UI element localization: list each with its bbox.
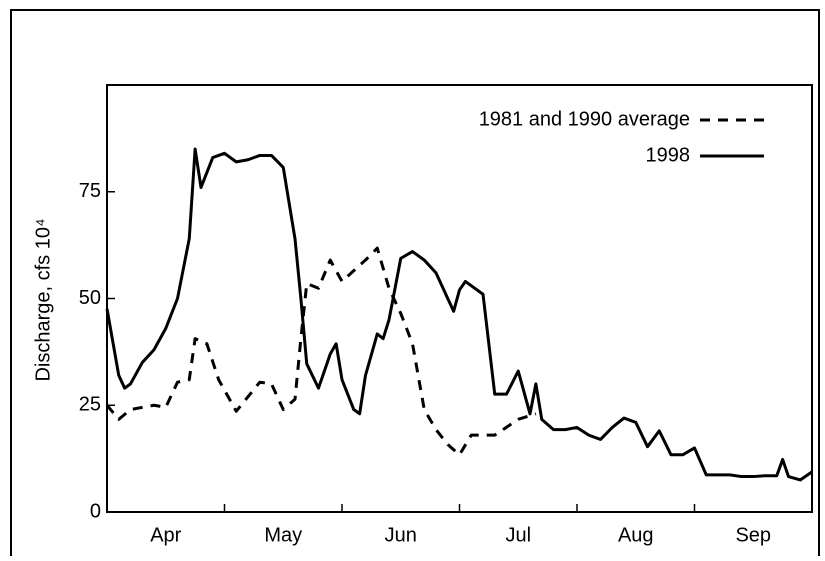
series-line xyxy=(105,246,537,457)
plot-frame xyxy=(106,84,813,513)
x-tick-label: Sep xyxy=(735,524,771,546)
y-axis-label: Discharge, cfs 10⁴ xyxy=(32,218,54,381)
x-tick-label: Jul xyxy=(505,524,531,546)
series-line xyxy=(105,147,813,482)
legend-label: 1981 and 1990 average xyxy=(479,108,690,130)
figure-frame xyxy=(10,9,820,561)
y-tick-label: 75 xyxy=(79,180,101,202)
x-tick-label: Aug xyxy=(618,524,654,546)
y-tick-label: 0 xyxy=(90,500,101,522)
x-tick-label: Jun xyxy=(385,524,417,546)
y-tick-label: 50 xyxy=(79,287,101,309)
legend-label: 1998 xyxy=(646,144,691,166)
x-tick-label: May xyxy=(264,524,302,546)
x-tick-label: Apr xyxy=(150,524,181,546)
y-tick-label: 25 xyxy=(79,394,101,416)
